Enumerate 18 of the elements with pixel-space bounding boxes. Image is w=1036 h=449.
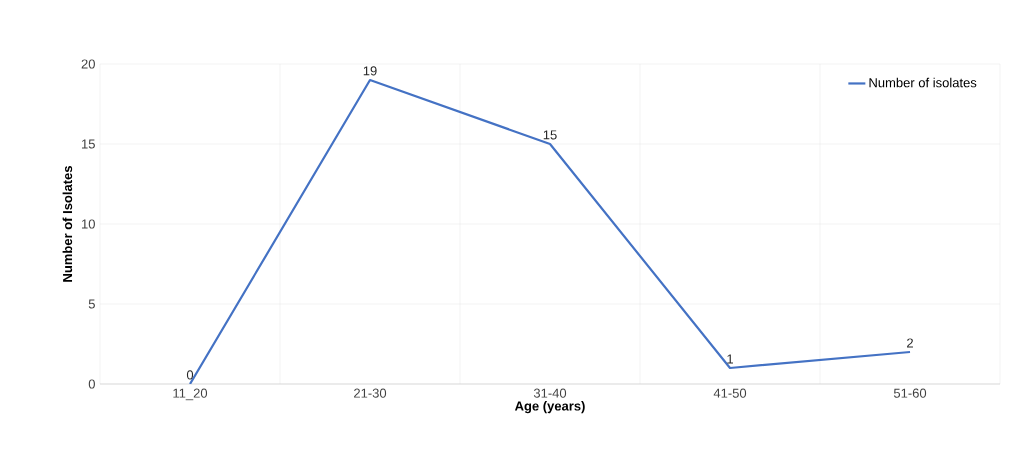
data-label: 19 [363,66,377,76]
y-tick-label: 20 [81,59,95,69]
x-tick-label: 51-60 [893,388,927,398]
data-label: 1 [727,354,733,364]
y-tick-label: 5 [88,299,95,309]
y-tick-label: 10 [81,219,95,229]
x-tick-label: 21-30 [354,388,387,398]
y-tick-label: 15 [81,139,95,149]
legend-label: Number of isolates [869,77,977,88]
x-tick-label: 11_20 [173,388,208,401]
x-axis-title: Age (years) [514,401,585,414]
x-tick-label: 31-40 [533,388,567,398]
y-axis-title: Number of Isolates [62,166,73,282]
x-tick-label: 41-50 [713,388,747,398]
data-label: 15 [543,130,557,140]
y-tick-label: 0 [88,379,95,389]
data-label: 2 [907,338,913,348]
data-label: 0 [186,370,194,380]
